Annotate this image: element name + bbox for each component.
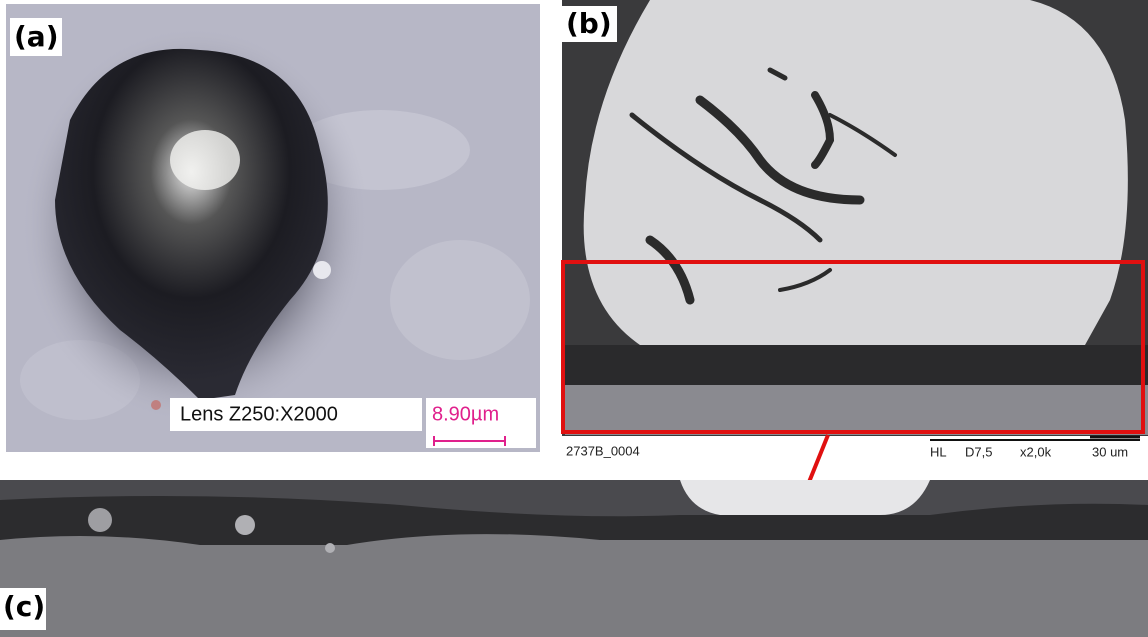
figure: (a) Lens Z250:X2000 8.90µm (b) 2737B_000… (0, 0, 1148, 637)
scale-text: 8.90µm (432, 403, 499, 425)
info-mag: x2,0k (1020, 444, 1052, 459)
panel-label: (b) (566, 7, 612, 40)
info-hl: HL (930, 444, 947, 459)
panel-label: (a) (14, 20, 59, 53)
metal-grain (680, 480, 930, 515)
panel-label: (c) (3, 590, 45, 623)
metal-grain (584, 0, 1128, 345)
info-scale: 30 um (1092, 444, 1128, 459)
info-d: D7,5 (965, 444, 992, 459)
panel-c: (c) (0, 480, 1148, 637)
lens-text: Lens Z250:X2000 (180, 403, 338, 425)
image-id: 2737B_0004 (566, 443, 640, 458)
panel-a: (a) Lens Z250:X2000 8.90µm (6, 4, 540, 452)
panel-b: (b) 2737B_0004 HL D7,5 x2,0k 30 um (562, 0, 1148, 459)
